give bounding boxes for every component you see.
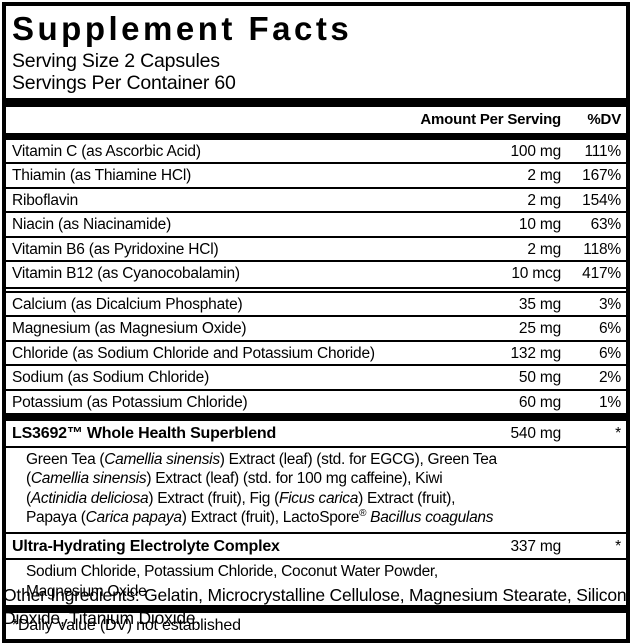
nutrient-amount: 2 mg xyxy=(527,240,561,258)
divider-thick-blends xyxy=(6,413,626,421)
desc-text: ) Extract (leaf) (std. for 100 mg caffei… xyxy=(146,470,443,487)
nutrient-dv: 167% xyxy=(582,167,621,184)
vitamin-row: Niacin (as Niacinamide) 10 mg 63% xyxy=(6,211,626,236)
mineral-row: Potassium (as Potassium Chloride) 60 mg 1% xyxy=(6,388,626,414)
divider-thin xyxy=(6,445,626,448)
divider-thick-top xyxy=(6,98,626,107)
other-ingredients: Other Ingredients: Gelatin, Microcrystal… xyxy=(3,585,627,628)
vitamin-row: Thiamin (as Thiamine HCl) 2 mg 167% xyxy=(6,162,626,187)
latin-name: Actinidia deliciosa xyxy=(30,489,149,507)
amount-column-header: Amount Per Serving xyxy=(420,111,561,128)
nutrient-amount: 10 mcg xyxy=(511,265,561,282)
nutrient-amount: 60 mg xyxy=(518,393,561,411)
nutrient-name: Vitamin B12 (as Cyanocobalamin) xyxy=(12,265,240,282)
nutrient-name: Potassium (as Potassium Chloride) xyxy=(12,393,248,411)
nutrient-dv: 2% xyxy=(598,369,621,386)
desc-text: Green Tea ( xyxy=(26,450,105,468)
nutrient-dv: 3% xyxy=(598,295,621,313)
servings-per-container: Servings Per Container 60 xyxy=(12,72,236,94)
nutrient-amount: 132 mg xyxy=(510,344,562,362)
serving-size: Serving Size 2 Capsules xyxy=(12,50,220,72)
blend-description-line: Green Tea (Camellia sinensis) Extract (l… xyxy=(26,450,620,470)
mineral-row: Sodium (as Sodium Chloride) 50 mg 2% xyxy=(6,364,626,389)
nutrient-dv: 118% xyxy=(583,240,621,258)
nutrient-dv: 6% xyxy=(598,320,621,337)
latin-name: Carica papaya xyxy=(85,509,182,526)
divider-thick-footnote xyxy=(6,605,626,613)
nutrient-dv: 6% xyxy=(598,344,621,362)
blend-description-line: Magnesium Oxide xyxy=(26,582,620,602)
registered-mark: ® xyxy=(359,507,367,519)
divider-thin xyxy=(6,558,626,560)
panel-title: Supplement Facts xyxy=(12,10,353,47)
dv-column-header: %DV xyxy=(587,111,621,128)
column-header-row: Amount Per Serving %DV xyxy=(6,107,626,133)
vitamins-section: Vitamin C (as Ascorbic Acid) 100 mg 111% Th… xyxy=(6,137,626,285)
nutrient-amount: 2 mg xyxy=(527,167,561,184)
nutrient-name: Magnesium (as Magnesium Oxide) xyxy=(12,320,247,337)
latin-name: Camellia sinensis xyxy=(30,470,147,487)
blend-header-row: Ultra-Hydrating Electrolyte Complex 337 m… xyxy=(6,534,626,559)
nutrient-dv: 154% xyxy=(582,191,621,209)
vitamin-row: Vitamin B6 (as Pyridoxine HCl) 2 mg 118% xyxy=(6,235,626,261)
blend-amount: 540 mg xyxy=(510,425,562,442)
divider-double xyxy=(6,286,626,293)
blend-name: LS3692™ Whole Health Superblend xyxy=(12,425,277,442)
desc-text: ( xyxy=(26,470,31,487)
latin-name: Camellia sinensis xyxy=(104,450,220,468)
divider-thin xyxy=(6,531,626,534)
latin-name: Bacillus coagulans xyxy=(370,509,494,526)
desc-text: ) Extract (fruit), LactoSpore xyxy=(181,509,360,526)
blend-description-line: (Camellia sinensis) Extract (leaf) (std.… xyxy=(26,469,620,489)
desc-text: ) Extract (fruit), xyxy=(358,489,456,507)
desc-text: Papaya ( xyxy=(26,509,86,526)
dv-footnote: *Daily Value (DV) not established xyxy=(12,617,241,634)
nutrient-dv: 63% xyxy=(590,216,622,233)
nutrient-amount: 25 mg xyxy=(518,320,561,337)
desc-text: Magnesium Oxide xyxy=(26,582,147,600)
nutrient-amount: 100 mg xyxy=(510,142,562,160)
blend-description-line: Papaya (Carica papaya) Extract (fruit), … xyxy=(26,508,620,528)
nutrient-name: Calcium (as Dicalcium Phosphate) xyxy=(12,295,243,313)
blend-header-row: LS3692™ Whole Health Superblend 540 mg * xyxy=(6,421,626,446)
nutrient-name: Sodium (as Sodium Chloride) xyxy=(12,369,210,386)
desc-text: Sodium Chloride, Potassium Chloride, Coc… xyxy=(26,563,438,580)
blend-dv: * xyxy=(615,537,621,555)
mineral-row: Chloride (as Sodium Chloride and Potassi… xyxy=(6,339,626,365)
blend-description-line: (Actinidia deliciosa) Extract (fruit), F… xyxy=(26,489,620,509)
nutrient-amount: 2 mg xyxy=(527,191,561,209)
blend-description: Sodium Chloride, Potassium Chloride, Coc… xyxy=(6,560,626,605)
vitamin-row: Vitamin B12 (as Cyanocobalamin) 10 mcg 417… xyxy=(6,260,626,285)
nutrient-name: Chloride (as Sodium Chloride and Potassi… xyxy=(12,344,375,362)
nutrient-amount: 10 mg xyxy=(518,216,561,233)
nutrient-dv: 111% xyxy=(584,142,621,160)
blends-section: LS3692™ Whole Health Superblend 540 mg * Gr… xyxy=(6,421,626,605)
blend-amount: 337 mg xyxy=(510,537,562,555)
nutrient-name: Thiamin (as Thiamine HCl) xyxy=(12,167,192,184)
nutrient-name: Vitamin B6 (as Pyridoxine HCl) xyxy=(12,240,219,258)
desc-text: ( xyxy=(26,489,31,507)
latin-name: Ficus carica xyxy=(278,489,359,507)
vitamin-row: Vitamin C (as Ascorbic Acid) 100 mg 111% xyxy=(6,137,626,163)
nutrient-amount: 35 mg xyxy=(518,295,561,313)
minerals-section: Calcium (as Dicalcium Phosphate) 35 mg 3% M… xyxy=(6,293,626,414)
nutrient-name: Vitamin C (as Ascorbic Acid) xyxy=(12,142,201,160)
divider-medium xyxy=(6,132,626,138)
nutrient-name: Niacin (as Niacinamide) xyxy=(12,216,172,233)
mineral-row: Calcium (as Dicalcium Phosphate) 35 mg 3% xyxy=(6,293,626,316)
blend-name: Ultra-Hydrating Electrolyte Complex xyxy=(12,537,280,555)
blend-description-line: Sodium Chloride, Potassium Chloride, Coc… xyxy=(26,562,620,582)
mineral-row: Magnesium (as Magnesium Oxide) 25 mg 6% xyxy=(6,315,626,340)
nutrient-dv: 417% xyxy=(582,265,621,282)
blend-dv: * xyxy=(615,425,621,442)
blend-description: Green Tea (Camellia sinensis) Extract (l… xyxy=(6,448,626,532)
desc-text: ) Extract (leaf) (std. for EGCG), Green … xyxy=(219,450,497,468)
supplement-facts-panel: Supplement Facts Serving Size 2 Capsules… xyxy=(2,2,630,643)
vitamin-row: Riboflavin 2 mg 154% xyxy=(6,186,626,212)
nutrient-amount: 50 mg xyxy=(518,369,561,386)
desc-text: ) Extract (fruit), Fig ( xyxy=(148,489,279,507)
nutrient-dv: 1% xyxy=(598,393,621,411)
nutrient-name: Riboflavin xyxy=(12,191,79,209)
